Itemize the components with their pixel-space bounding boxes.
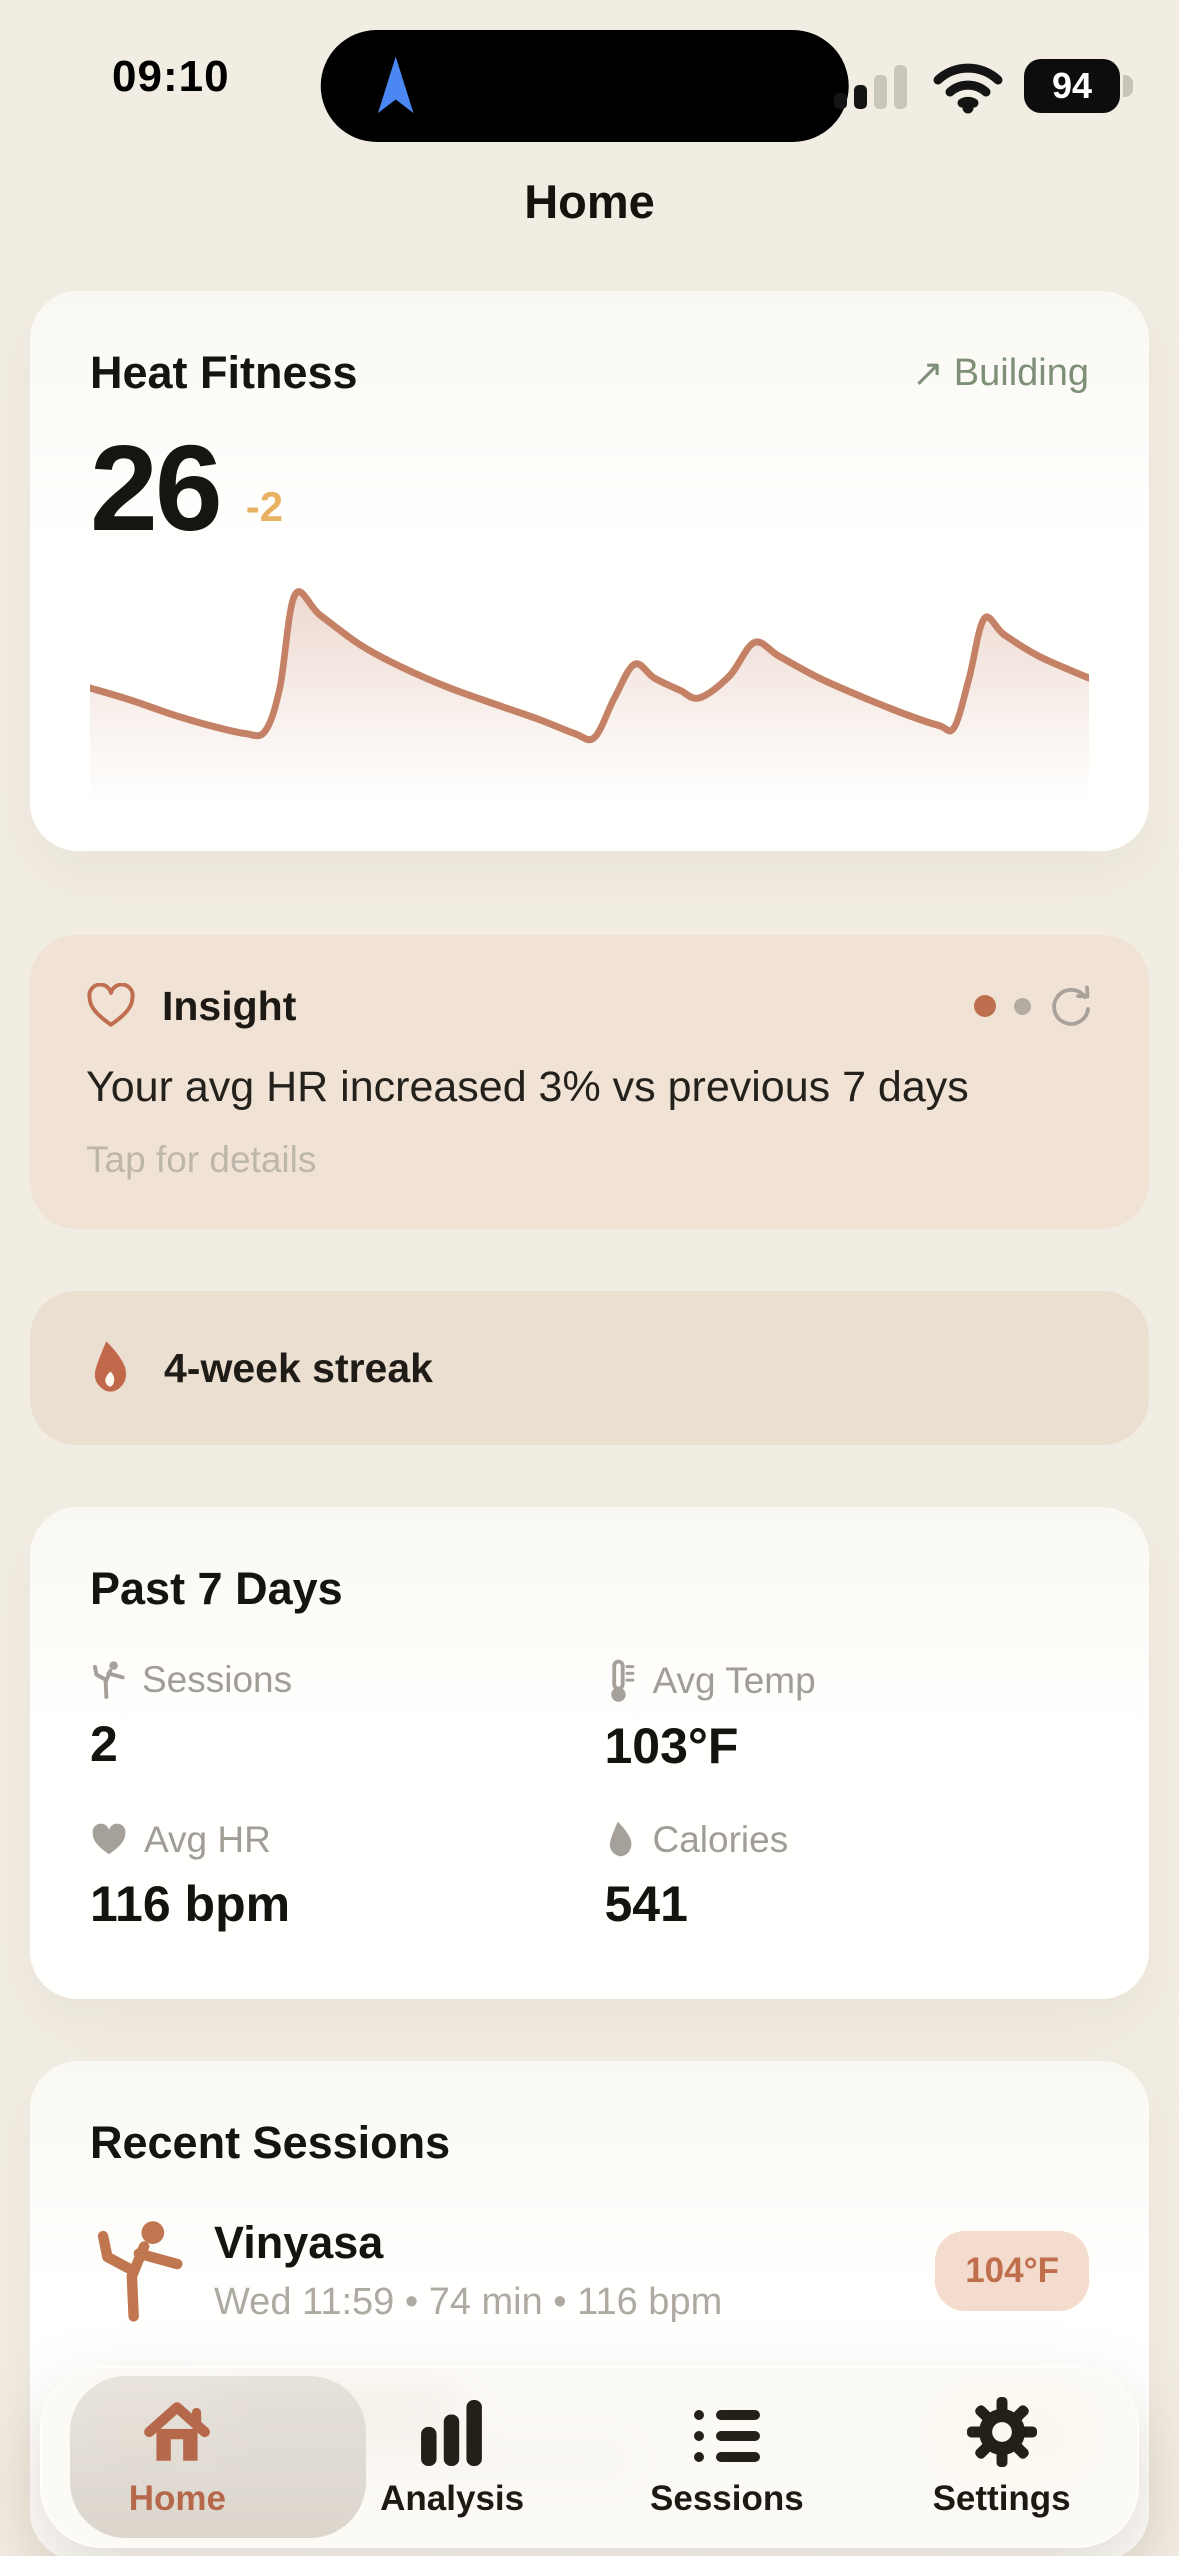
status-bar: 09:10 94 (0, 0, 1179, 142)
trend-up-arrow-icon: ↗ (911, 352, 944, 395)
stat-value: 541 (604, 1876, 688, 1933)
stat-label: Avg Temp (652, 1660, 816, 1702)
heat-fitness-title: Heat Fitness (90, 347, 358, 398)
tab-settings[interactable]: Settings (864, 2366, 1139, 2548)
yoga-figure-icon (92, 1661, 125, 1700)
recent-sessions-title: Recent Sessions (90, 2117, 451, 2169)
stat-label: Sessions (142, 1659, 293, 1701)
streak-label: 4-week streak (164, 1344, 433, 1391)
insight-body: Your avg HR increased 3% vs previous 7 d… (86, 1062, 969, 1111)
heart-outline-icon (87, 983, 135, 1028)
yoga-figure-icon (97, 2221, 183, 2322)
insight-hint: Tap for details (86, 1139, 317, 1181)
navigation-arrow-icon (377, 56, 413, 114)
stat-value: 116 bpm (90, 1876, 291, 1933)
session-name: Vinyasa (214, 2217, 384, 2269)
streak-banner: 4-week streak (30, 1291, 1149, 1446)
gear-icon (966, 2397, 1037, 2467)
tab-label: Settings (932, 2479, 1071, 2518)
session-temp-badge: 104°F (935, 2230, 1089, 2311)
tab-label: Sessions (650, 2479, 804, 2518)
past-7-days-title: Past 7 Days (90, 1563, 343, 1615)
session-row-vinyasa[interactable]: Vinyasa Wed 11:59 • 74 min • 116 bpm 104… (90, 2217, 1089, 2324)
tab-bar: Home Analysis (40, 2366, 1139, 2548)
tab-label: Home (128, 2479, 226, 2518)
stat-calories: Calories 541 (605, 1819, 1090, 1933)
insight-card[interactable]: Insight Your avg HR increased 3% vs prev… (30, 934, 1149, 1230)
home-icon (144, 2402, 211, 2461)
bar-chart-icon (421, 2400, 483, 2467)
thermometer-icon (610, 1660, 634, 1703)
battery-nub (1123, 75, 1133, 97)
carousel-dot[interactable] (1014, 997, 1031, 1015)
heat-status: ↗ Building (912, 351, 1089, 396)
active-tab-pill (70, 2376, 366, 2538)
stat-avg-temp: Avg Temp 103°F (605, 1659, 1090, 1775)
tab-home[interactable]: Home (40, 2366, 315, 2548)
wifi-icon (933, 63, 1003, 114)
stat-value: 2 (90, 1716, 118, 1773)
refresh-icon[interactable] (1049, 983, 1093, 1029)
flame-icon (94, 1341, 127, 1393)
past-7-days-card: Past 7 Days Sessions 2 (30, 1507, 1149, 2000)
tab-analysis[interactable]: Analysis (315, 2366, 590, 2548)
dynamic-island[interactable] (320, 30, 849, 142)
content: Heat Fitness ↗ Building 26 -2 (0, 291, 1179, 2556)
carousel-dot-active[interactable] (974, 995, 996, 1018)
cellular-signal-icon (834, 65, 907, 109)
stat-sessions: Sessions 2 (90, 1659, 575, 1775)
heat-score-delta: -2 (245, 482, 284, 530)
heat-score: 26 (90, 420, 223, 556)
stat-label: Calories (652, 1819, 789, 1861)
list-icon (693, 2410, 760, 2462)
session-meta: Wed 11:59 • 74 min • 116 bpm (214, 2281, 723, 2324)
status-icons: 94 (832, 58, 1133, 114)
stat-label: Avg HR (144, 1819, 271, 1861)
heat-fitness-card[interactable]: Heat Fitness ↗ Building 26 -2 (30, 291, 1149, 851)
stat-avg-hr: Avg HR 116 bpm (90, 1819, 575, 1933)
insight-title: Insight (162, 982, 297, 1029)
heat-trend-chart-svg (90, 588, 1089, 805)
battery-percent: 94 (1051, 65, 1093, 106)
flame-small-icon (609, 1822, 631, 1857)
heart-filled-icon (92, 1824, 126, 1855)
heat-trend-chart (90, 573, 1089, 805)
tab-label: Analysis (380, 2479, 525, 2518)
stat-value: 103°F (604, 1718, 739, 1775)
page-title: Home (524, 175, 655, 228)
heat-status-label: Building (953, 351, 1089, 394)
battery-indicator: 94 (1024, 59, 1133, 113)
tab-sessions[interactable]: Sessions (590, 2366, 865, 2548)
status-time: 09:10 (112, 52, 230, 101)
